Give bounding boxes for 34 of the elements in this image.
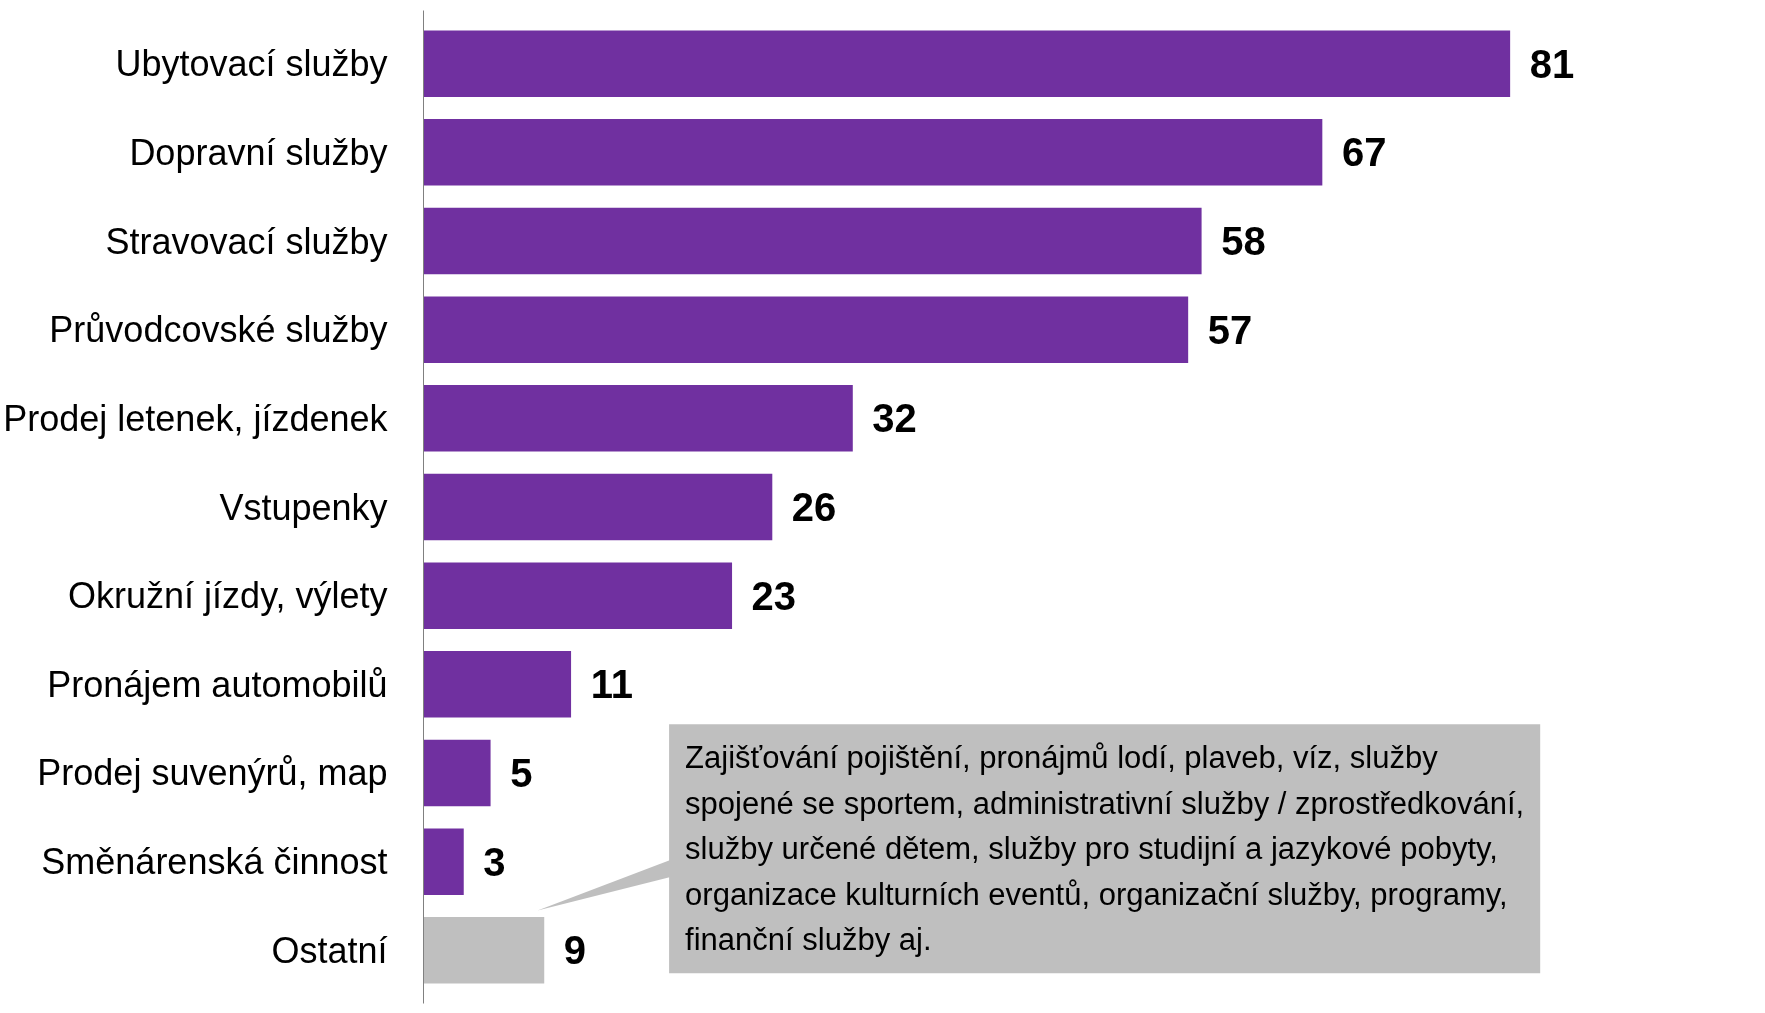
data-label: 81 [1529,41,1575,86]
bar [423,917,545,984]
data-label: 23 [751,573,797,618]
data-label: 67 [1341,130,1387,175]
y-tick-label: Okružní jízdy, výlety [68,575,388,617]
bar [423,651,572,718]
bar [423,473,773,541]
y-tick-label: Prodej letenek, jízdenek [3,397,389,439]
data-label: 58 [1221,219,1266,264]
data-label: 11 [590,662,633,707]
data-label: 9 [563,928,587,973]
bar [423,119,1323,186]
data-label: 57 [1207,307,1253,352]
bar [423,296,1189,363]
y-tick-label: Průvodcovské služby [49,309,388,351]
bar [423,739,491,807]
data-label: 26 [791,485,837,529]
y-tick-label: Vstupenky [219,486,388,528]
y-tick-label: Stravovací služby [105,220,388,262]
data-label: 5 [510,750,533,795]
data-label: 3 [483,839,506,884]
bar [423,562,733,629]
y-tick-label: Směnárenská činnost [41,841,388,883]
y-tick-label: Dopravní služby [129,131,388,173]
y-tick-label: Ubytovací služby [115,43,388,85]
bar [423,385,853,452]
annotation: Zajišťování pojištění, pronájmů lodí, plaveb, víz, služby spojené se sportem, administrativní služby / zprostředkování, služby určené dětem, služby pro studijní a jazykové pobyty, organizace kulturních eventů, organizační služby, programy, finanční služby aj. [685,740,1525,958]
data-label: 32 [872,396,917,441]
y-tick-label: Pronájem automobilů [47,663,388,705]
bar [423,207,1202,275]
y-tick-label: Prodej suvenýrů, map [37,752,388,794]
bar [423,30,1511,97]
y-tick-label: Ostatní [271,929,388,971]
bar [423,828,464,895]
